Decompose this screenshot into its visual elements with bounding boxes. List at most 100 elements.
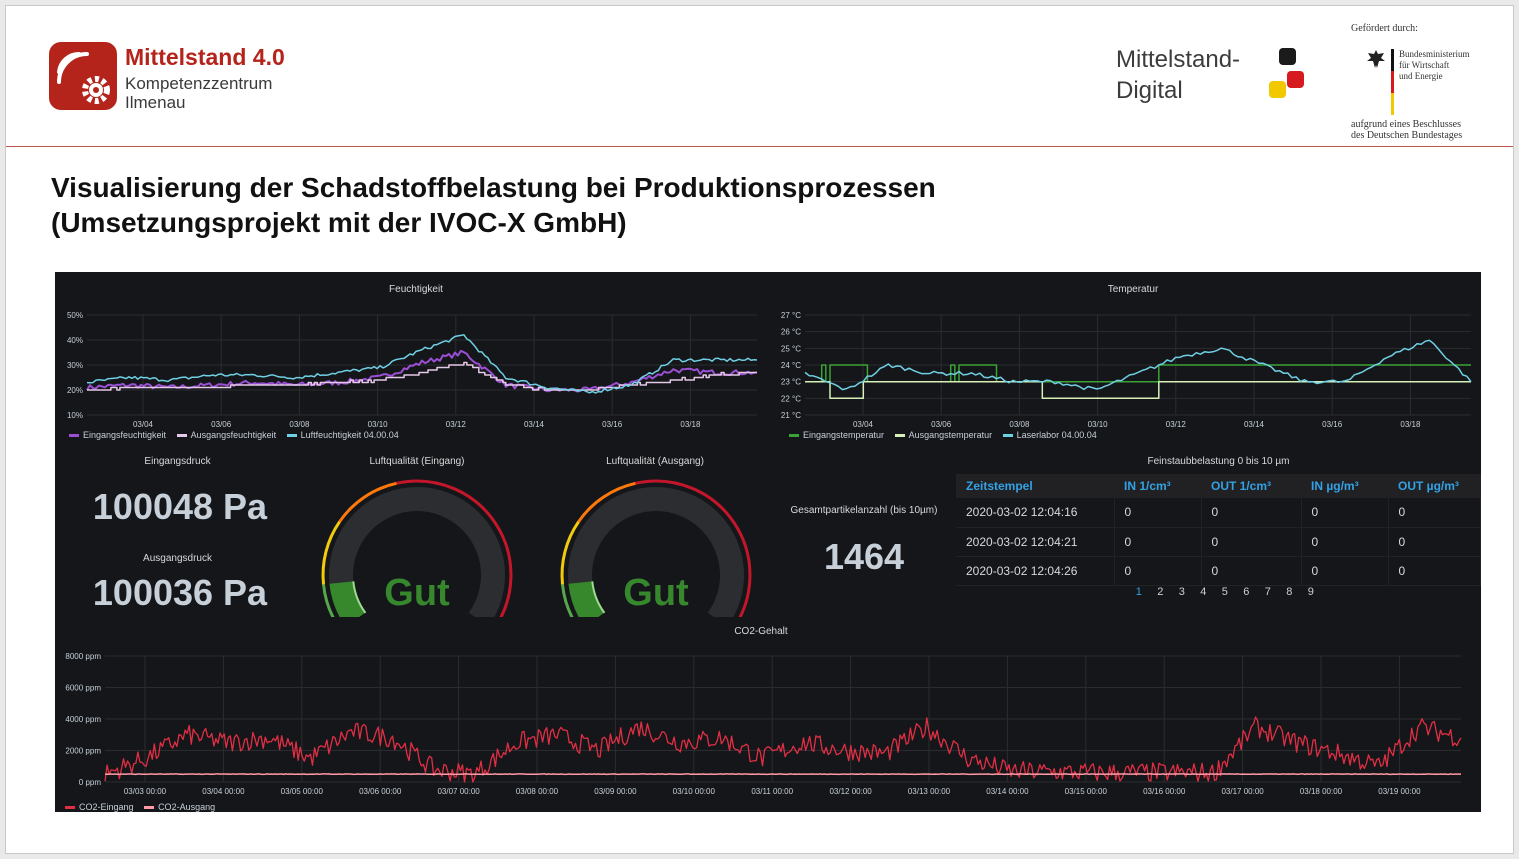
panel-title-luft-eingang: Luftqualität (Eingang) bbox=[369, 456, 465, 467]
table-cell: 0 bbox=[1388, 498, 1481, 528]
legend-swatch bbox=[69, 434, 79, 438]
x-tick-label: 03/04 bbox=[133, 420, 154, 429]
gold-square-icon bbox=[1269, 81, 1286, 98]
y-tick-label: 25 °C bbox=[781, 344, 801, 353]
x-tick-label: 03/03 00:00 bbox=[124, 787, 167, 796]
panel-title-partikel: Gesamtpartikelanzahl (bis 10µm) bbox=[790, 505, 938, 516]
bmwi-logo: Gefördert durch: Bundesministerium für W… bbox=[1349, 21, 1499, 141]
gauge-threshold bbox=[560, 520, 580, 585]
x-tick-label: 03/10 bbox=[1088, 420, 1109, 429]
column-header[interactable]: Zeitstempel bbox=[956, 474, 1114, 498]
legend-item[interactable]: Eingangstemperatur bbox=[803, 430, 885, 440]
red-square-icon bbox=[1287, 71, 1304, 88]
series-line bbox=[86, 349, 758, 393]
table-cell: 0 bbox=[1114, 556, 1202, 586]
y-tick-label: 26 °C bbox=[781, 328, 801, 337]
air-quality-gauge-outlet: Gut bbox=[560, 479, 752, 617]
x-tick-label: 03/06 bbox=[211, 420, 232, 429]
column-header[interactable]: OUT 1/cm³ bbox=[1201, 474, 1301, 498]
x-tick-label: 03/19 00:00 bbox=[1378, 787, 1421, 796]
gauge-value-label: Gut bbox=[623, 572, 689, 614]
legend-item[interactable]: Laserlabor 04.00.04 bbox=[1016, 430, 1097, 440]
x-tick-label: 03/15 00:00 bbox=[1065, 787, 1108, 796]
legend-item[interactable]: Ausgangsfeuchtigkeit bbox=[190, 430, 277, 440]
legend-swatch bbox=[144, 806, 155, 810]
gauge-edge bbox=[352, 581, 367, 614]
y-tick-label: 50% bbox=[67, 311, 83, 320]
humidity-legend: Eingangsfeuchtigkeit Ausgangsfeuchtigkei… bbox=[61, 430, 399, 440]
x-tick-label: 03/10 bbox=[368, 420, 389, 429]
legend-item[interactable]: CO2-Eingang bbox=[79, 802, 134, 812]
page-link[interactable]: 2 bbox=[1157, 586, 1164, 598]
page-link[interactable]: 5 bbox=[1221, 586, 1228, 598]
y-tick-label: 30% bbox=[67, 361, 83, 370]
page-link[interactable]: 3 bbox=[1178, 586, 1185, 598]
series-line bbox=[87, 361, 757, 391]
panel-title-eingangsdruck: Eingangsdruck bbox=[144, 456, 211, 467]
panel-title-feuchtigkeit: Feuchtigkeit bbox=[389, 284, 443, 295]
gauge-fill bbox=[329, 580, 366, 617]
x-tick-label: 03/14 bbox=[1244, 420, 1265, 429]
mittelstand-digital-logo: Mittelstand- Digital bbox=[1116, 44, 1306, 114]
table-row: 2020-03-02 12:04:26 0 0 0 0 bbox=[956, 556, 1481, 586]
x-tick-label: 03/06 00:00 bbox=[359, 787, 402, 796]
x-tick-label: 03/07 00:00 bbox=[437, 787, 480, 796]
humidity-chart[interactable]: 10% 20% 30% 40% 50% 03/04 03/06 03/08 03/10 03/12… bbox=[55, 297, 777, 437]
series-line bbox=[104, 773, 1461, 776]
x-tick-label: 03/11 00:00 bbox=[751, 787, 793, 796]
page-link[interactable]: 6 bbox=[1243, 586, 1250, 598]
x-tick-label: 03/06 bbox=[931, 420, 952, 429]
temperature-chart[interactable]: 21 °C 22 °C 23 °C 24 °C 25 °C 26 °C 27 °C 03/04… bbox=[773, 297, 1481, 437]
y-tick-label: 21 °C bbox=[781, 411, 801, 420]
column-header[interactable]: IN µg/m³ bbox=[1301, 474, 1388, 498]
y-tick-label: 22 °C bbox=[781, 394, 801, 403]
page-link[interactable]: 7 bbox=[1264, 586, 1271, 598]
md-logo-line1: Mittelstand- bbox=[1116, 46, 1241, 73]
legend-item[interactable]: Luftfeuchtigkeit 04.00.04 bbox=[300, 430, 399, 440]
table-cell: 0 bbox=[1388, 556, 1481, 586]
legend-swatch bbox=[65, 806, 75, 810]
panel-title-temperatur: Temperatur bbox=[1107, 284, 1159, 295]
x-tick-label: 03/04 bbox=[853, 420, 874, 429]
partikel-value: 1464 bbox=[823, 536, 905, 577]
gauge-threshold bbox=[396, 479, 513, 617]
legend-item[interactable]: Ausgangstemperatur bbox=[908, 430, 993, 440]
gauge-value-label: Gut bbox=[384, 572, 450, 614]
x-tick-label: 03/12 00:00 bbox=[829, 787, 872, 796]
x-tick-label: 03/18 bbox=[680, 420, 701, 429]
header-divider bbox=[6, 146, 1513, 147]
logo-subtitle: Kompetenzzentrum Ilmenau bbox=[125, 74, 273, 112]
air-quality-gauge-inlet: Gut bbox=[321, 479, 513, 617]
column-header[interactable]: IN 1/cm³ bbox=[1114, 474, 1201, 498]
table-cell: 2020-03-02 12:04:26 bbox=[956, 556, 1115, 586]
co2-chart[interactable]: 0 ppm 2000 ppm 4000 ppm 6000 ppm 8000 ppm 03/… bbox=[55, 644, 1481, 799]
md-logo-line2: Digital bbox=[1116, 77, 1183, 104]
table-cell: 0 bbox=[1301, 527, 1389, 557]
page-link[interactable]: 8 bbox=[1286, 586, 1293, 598]
column-header[interactable]: OUT µg/m³ bbox=[1388, 474, 1481, 498]
x-tick-label: 03/04 00:00 bbox=[202, 787, 245, 796]
table-row: 2020-03-02 12:04:21 0 0 0 0 bbox=[956, 527, 1481, 557]
x-tick-label: 03/18 bbox=[1400, 420, 1421, 429]
legend-item[interactable]: Eingangsfeuchtigkeit bbox=[83, 430, 167, 440]
logo-title: Mittelstand 4.0 bbox=[125, 44, 285, 70]
gauge-track bbox=[568, 487, 744, 617]
page-link[interactable]: 4 bbox=[1200, 586, 1207, 598]
page-link[interactable]: 1 bbox=[1135, 586, 1142, 598]
legend-item[interactable]: CO2-Ausgang bbox=[158, 802, 216, 812]
table-header-row: Zeitstempel IN 1/cm³ OUT 1/cm³ IN µg/m³ … bbox=[956, 474, 1481, 498]
page-link[interactable]: 9 bbox=[1307, 586, 1314, 598]
x-tick-label: 03/12 bbox=[1166, 420, 1187, 429]
table-cell: 0 bbox=[1301, 498, 1389, 528]
table-cell: 2020-03-02 12:04:16 bbox=[956, 498, 1115, 528]
x-tick-label: 03/14 00:00 bbox=[986, 787, 1029, 796]
series-line bbox=[86, 334, 758, 394]
table-row: 2020-03-02 12:04:16 0 0 0 0 bbox=[956, 498, 1481, 528]
table-cell: 0 bbox=[1201, 498, 1302, 528]
y-tick-label: 6000 ppm bbox=[65, 684, 101, 693]
feinstaub-table: Zeitstempel IN 1/cm³ OUT 1/cm³ IN µg/m³ … bbox=[956, 474, 1481, 586]
x-tick-label: 03/16 00:00 bbox=[1143, 787, 1186, 796]
gauge-threshold bbox=[635, 479, 752, 617]
table-cell: 0 bbox=[1114, 527, 1202, 557]
co2-legend: CO2-Eingang CO2-Ausgang bbox=[65, 802, 215, 812]
